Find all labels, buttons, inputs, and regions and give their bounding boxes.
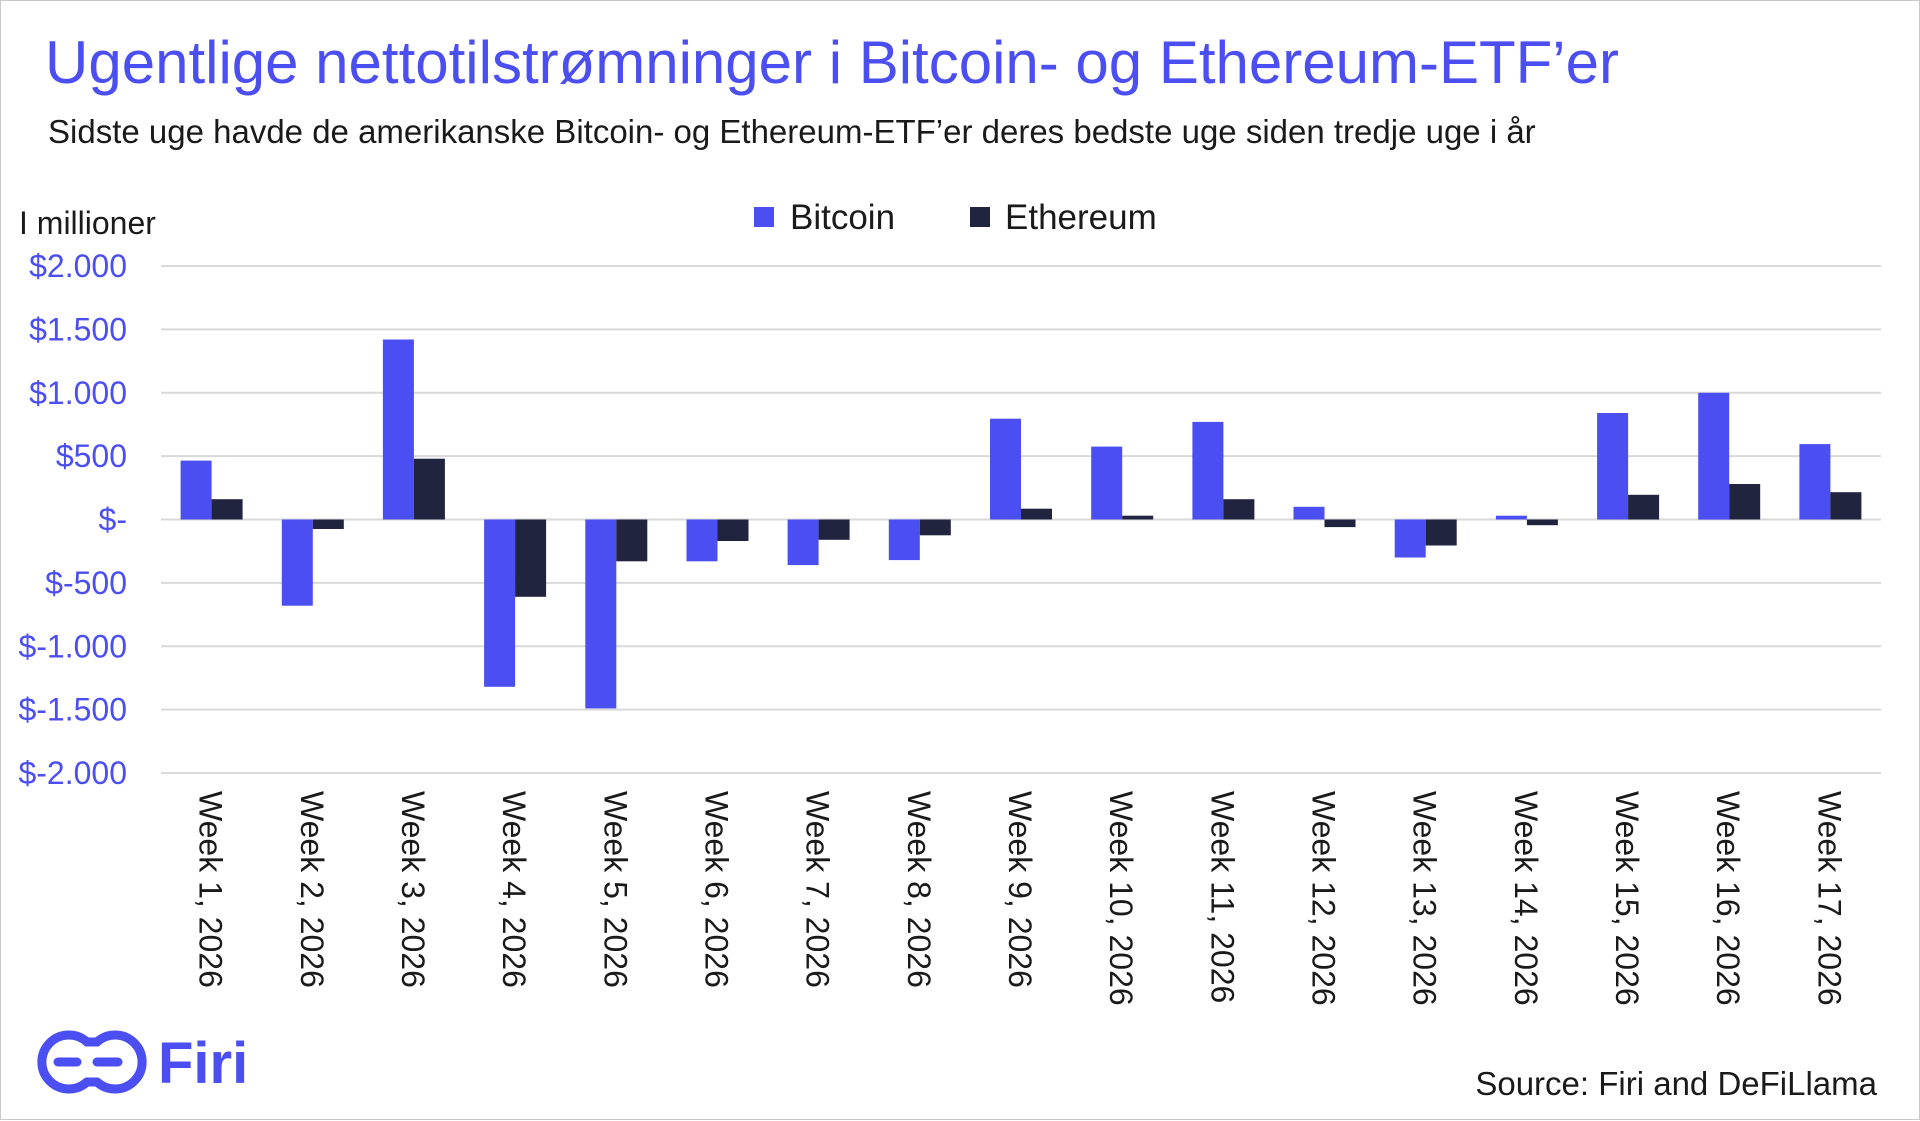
- x-tick-label: Week 4, 2026: [496, 791, 532, 988]
- bar-ethereum-week-11: [1223, 499, 1255, 520]
- source-note: Source: Firi and DeFiLlama: [1475, 1065, 1877, 1102]
- chart-title: Ugentlige nettotilstrømninger i Bitcoin-…: [45, 29, 1619, 96]
- x-tick-label: Week 8, 2026: [901, 791, 937, 988]
- bar-ethereum-week-6: [717, 519, 749, 541]
- bar-ethereum-week-13: [1425, 519, 1457, 546]
- bar-bitcoin-week-12: [1293, 506, 1325, 520]
- bar-ethereum-week-3: [413, 458, 445, 520]
- bar-bitcoin-week-2: [281, 519, 313, 606]
- firi-logo: Firi: [37, 1030, 248, 1096]
- bar-bitcoin-week-3: [382, 339, 414, 520]
- bar-bitcoin-week-15: [1597, 413, 1629, 520]
- x-axis-ticks: Week 1, 2026 Week 2, 2026 Week 3, 2026 Week…: [193, 791, 1848, 1006]
- bar-bitcoin-week-6: [686, 519, 718, 562]
- x-tick-label: Week 5, 2026: [597, 791, 633, 988]
- x-tick-label: Week 17, 2026: [1811, 791, 1847, 1006]
- bar-ethereum-week-10: [1122, 515, 1154, 520]
- y-tick-label: $-2.000: [18, 755, 127, 791]
- bar-bitcoin-week-16: [1698, 392, 1730, 520]
- bar-bitcoin-week-9: [990, 418, 1021, 520]
- x-tick-label: Week 7, 2026: [800, 791, 836, 988]
- legend: Bitcoin Ethereum: [754, 198, 1157, 237]
- legend-swatch-bitcoin: [754, 207, 774, 227]
- bar-ethereum-week-9: [1021, 508, 1052, 520]
- y-axis-ticks: $2.000 $1.500 $1.000 $500 $- $-500 $-1.000 $-1.…: [18, 248, 127, 791]
- x-tick-label: Week 15, 2026: [1609, 791, 1645, 1006]
- bar-ethereum-week-14: [1526, 519, 1558, 526]
- bar-bitcoin-week-7: [787, 519, 819, 566]
- legend-label-bitcoin: Bitcoin: [790, 198, 895, 237]
- y-tick-label: $1.000: [29, 375, 127, 411]
- y-tick-label: $-: [99, 502, 127, 538]
- x-tick-label: Week 16, 2026: [1710, 791, 1746, 1006]
- y-tick-label: $-500: [45, 565, 127, 601]
- bar-bitcoin-week-11: [1192, 421, 1224, 520]
- bar-ethereum-week-5: [616, 519, 648, 562]
- bar-ethereum-week-17: [1830, 492, 1862, 520]
- chart-subtitle: Sidste uge havde de amerikanske Bitcoin-…: [48, 113, 1536, 150]
- bar-bitcoin-week-14: [1495, 515, 1527, 520]
- x-tick-label: Week 14, 2026: [1508, 791, 1544, 1006]
- x-tick-label: Week 6, 2026: [698, 791, 734, 988]
- x-tick-label: Week 10, 2026: [1103, 791, 1139, 1006]
- bar-ethereum-week-8: [919, 519, 951, 536]
- bar-bitcoin-week-17: [1799, 444, 1831, 520]
- logo-text: Firi: [158, 1031, 248, 1096]
- y-tick-label: $-1.500: [18, 692, 127, 728]
- x-tick-label: Week 3, 2026: [395, 791, 431, 988]
- x-tick-label: Week 11, 2026: [1204, 791, 1240, 1003]
- bar-ethereum-week-2: [312, 519, 344, 529]
- y-tick-label: $2.000: [29, 248, 127, 284]
- bar-bitcoin-week-4: [484, 519, 516, 687]
- bar-bitcoin-week-5: [585, 519, 617, 709]
- bar-bitcoin-week-13: [1394, 519, 1426, 558]
- bar-ethereum-week-1: [211, 499, 243, 520]
- x-tick-label: Week 12, 2026: [1306, 791, 1342, 1006]
- bar-bitcoin-week-10: [1091, 446, 1123, 520]
- bar-ethereum-week-7: [818, 519, 850, 540]
- x-tick-label: Week 2, 2026: [294, 791, 330, 988]
- legend-label-ethereum: Ethereum: [1005, 198, 1157, 237]
- bar-bitcoin-week-1: [180, 460, 212, 520]
- bar-ethereum-week-16: [1729, 484, 1761, 520]
- bar-bitcoin-week-8: [888, 519, 920, 561]
- y-tick-label: $-1.000: [18, 628, 127, 664]
- firi-logo-icon: [37, 1030, 147, 1094]
- x-tick-label: Week 1, 2026: [193, 791, 229, 988]
- x-tick-label: Week 13, 2026: [1407, 791, 1443, 1006]
- bar-ethereum-week-4: [515, 519, 547, 597]
- y-tick-label: $500: [56, 438, 127, 474]
- bars: [180, 339, 1862, 709]
- bar-ethereum-week-12: [1324, 519, 1356, 528]
- x-tick-label: Week 9, 2026: [1002, 791, 1038, 988]
- legend-swatch-ethereum: [970, 207, 990, 227]
- bar-ethereum-week-15: [1628, 494, 1660, 520]
- y-tick-label: $1.500: [29, 311, 127, 347]
- y-axis-unit-label: I millioner: [19, 205, 156, 241]
